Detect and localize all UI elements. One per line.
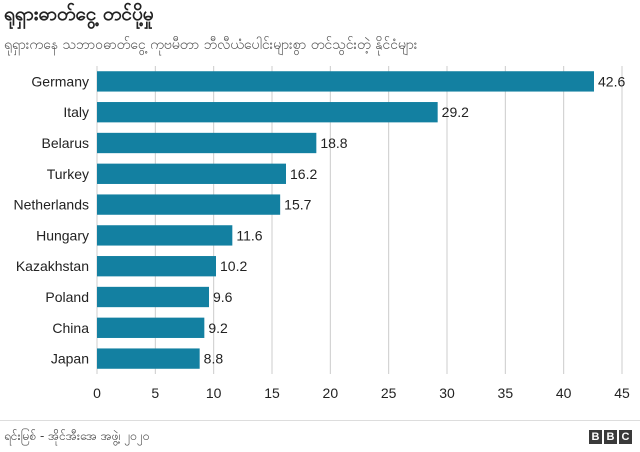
value-label: 29.2	[442, 104, 469, 120]
bar	[97, 102, 438, 123]
x-tick-labels: 0 5 10 15 20 25 30 35 40 45	[93, 385, 630, 401]
category-label: Germany	[31, 73, 89, 89]
value-label: 9.2	[208, 320, 228, 336]
bar	[97, 71, 594, 92]
bbc-logo: B B C	[589, 430, 632, 444]
bar	[97, 194, 281, 215]
bars	[97, 71, 594, 369]
value-label: 11.6	[236, 227, 262, 243]
bbc-logo-letter: C	[619, 430, 632, 444]
category-label: China	[52, 320, 89, 336]
value-label: 9.6	[213, 289, 233, 305]
bar	[97, 317, 205, 338]
value-label: 16.2	[290, 166, 317, 182]
x-tick-label: 5	[151, 385, 159, 401]
x-tick-label: 25	[381, 385, 397, 401]
bbc-logo-letter: B	[589, 430, 602, 444]
bar	[97, 163, 286, 184]
category-label: Kazakhstan	[16, 258, 89, 274]
x-tick-label: 30	[439, 385, 455, 401]
chart-subtitle: ရုရှားကနေ သဘာဝဓာတ်ငွေ့ ကုဗမီတာ ဘီလီယံပေါ…	[4, 37, 418, 53]
source-note: ရင်းမြစ် - အိုင်အီးအေ အဖွဲ့၊ ၂၀၂၀	[4, 429, 150, 443]
category-label: Japan	[51, 351, 89, 367]
x-tick-label: 15	[264, 385, 280, 401]
category-label: Poland	[45, 289, 89, 305]
bar	[97, 225, 233, 246]
bar	[97, 348, 200, 369]
x-tick-label: 0	[93, 385, 101, 401]
bar	[97, 256, 216, 277]
category-label: Belarus	[42, 135, 89, 151]
value-label: 18.8	[320, 135, 347, 151]
chart-title: ရုရှားဓာတ်ငွေ့ တင်ပို့မှု	[4, 3, 154, 25]
category-label: Italy	[63, 104, 89, 120]
category-labels: Germany Italy Belarus Turkey Netherlands Hung…	[14, 73, 90, 366]
x-tick-label: 10	[206, 385, 222, 401]
bar-chart: Germany Italy Belarus Turkey Netherlands Hung…	[14, 66, 630, 401]
value-label: 15.7	[284, 197, 311, 213]
x-tick-label: 35	[498, 385, 514, 401]
bar	[97, 132, 317, 154]
x-tick-label: 40	[556, 385, 572, 401]
category-label: Turkey	[47, 166, 89, 182]
bbc-logo-letter: B	[604, 430, 617, 444]
footer-divider	[0, 420, 640, 421]
category-label: Hungary	[36, 227, 89, 243]
category-label: Netherlands	[14, 197, 90, 213]
x-tick-label: 45	[614, 385, 630, 401]
bar	[97, 286, 209, 308]
value-labels: 42.6 29.2 18.816.2 15.7 11.6 10.2 9.6 9.2 8.8	[204, 73, 626, 366]
value-label: 8.8	[204, 351, 224, 367]
value-label: 10.2	[220, 258, 247, 274]
x-tick-label: 20	[323, 385, 339, 401]
value-label: 42.6	[598, 73, 625, 89]
